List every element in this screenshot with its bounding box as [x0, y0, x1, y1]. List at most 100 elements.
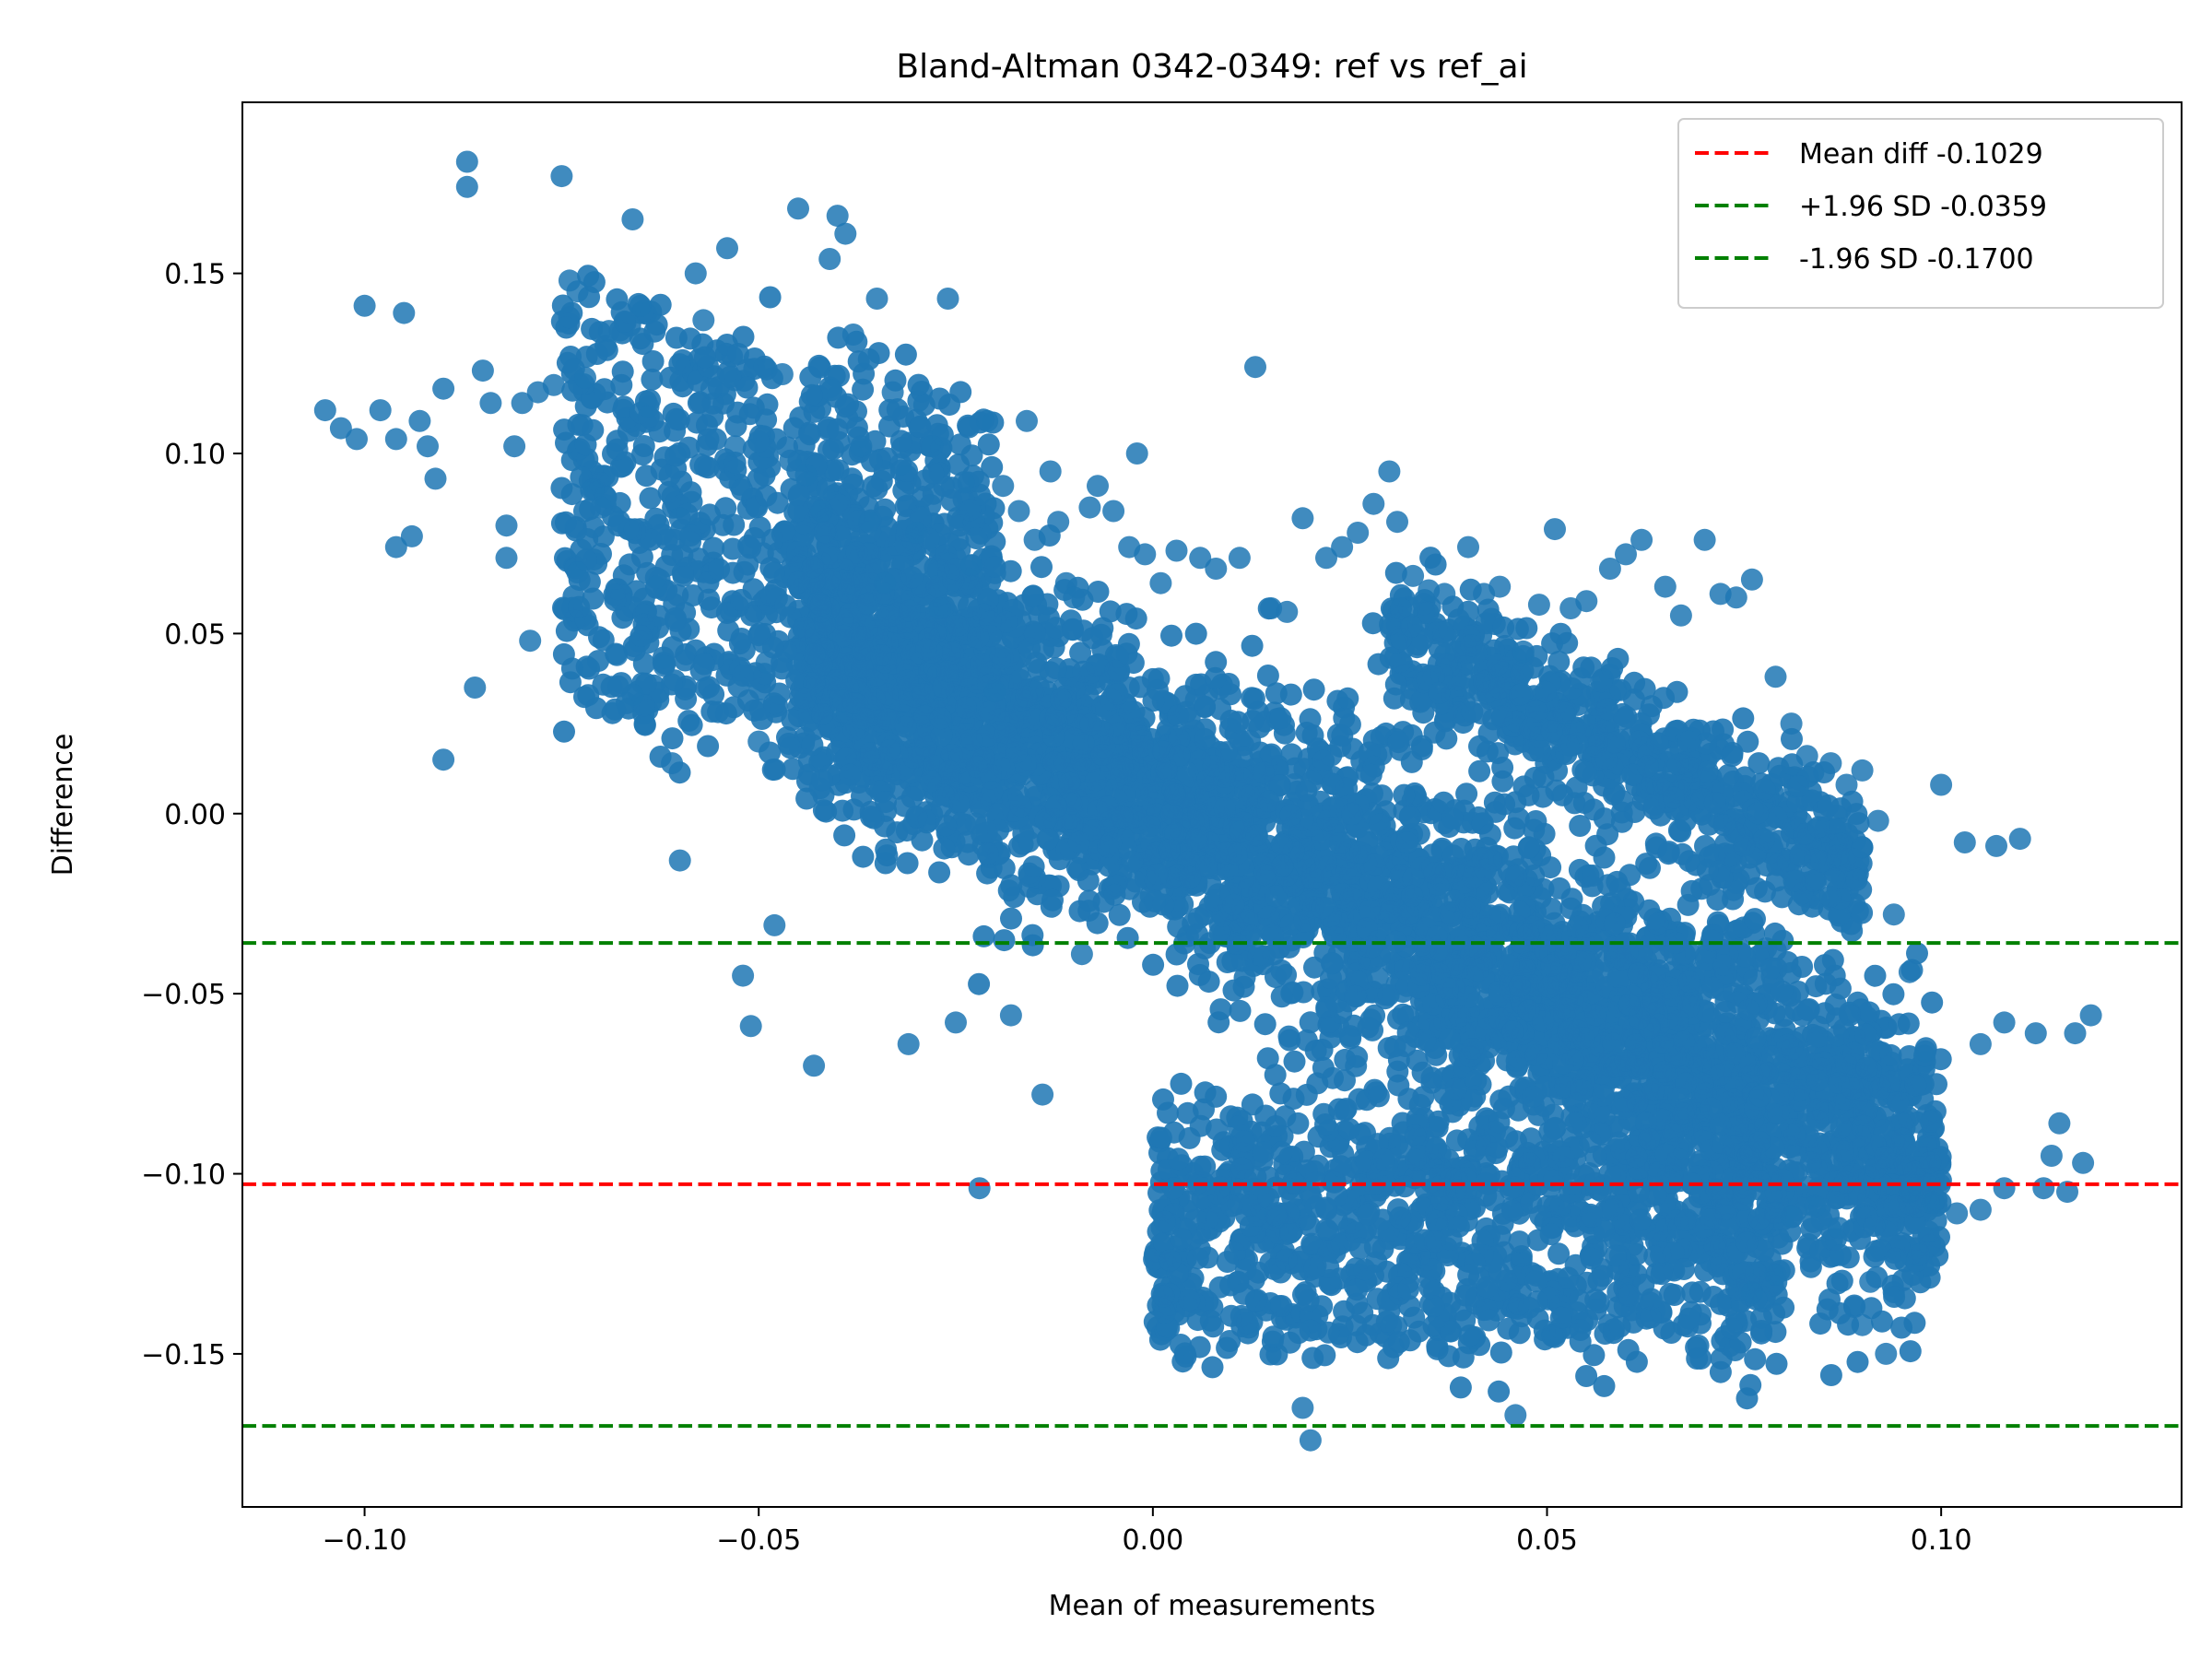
data-point	[900, 566, 924, 589]
data-point	[1468, 759, 1491, 782]
data-point	[635, 465, 658, 488]
data-point	[1044, 795, 1067, 818]
data-point	[1367, 1085, 1390, 1108]
data-point	[553, 720, 575, 743]
data-point	[1213, 797, 1236, 820]
data-point	[997, 879, 1020, 902]
data-point	[666, 583, 689, 606]
data-point	[1393, 783, 1416, 806]
data-point	[1104, 659, 1127, 682]
data-point	[1517, 836, 1540, 859]
data-point	[1805, 975, 1828, 998]
data-point	[798, 423, 821, 446]
data-point	[1158, 839, 1181, 862]
data-point	[1344, 984, 1367, 1007]
data-point	[1242, 688, 1265, 710]
data-point	[1907, 1243, 1930, 1266]
data-point	[1806, 1069, 1829, 1092]
data-point	[1398, 806, 1421, 829]
data-point	[1779, 961, 1802, 984]
data-point	[1214, 841, 1237, 865]
data-point	[1714, 1022, 1737, 1045]
data-point	[968, 972, 991, 995]
data-point	[1241, 634, 1264, 657]
data-point	[1253, 1013, 1277, 1036]
data-point	[955, 696, 977, 719]
data-point	[902, 747, 925, 769]
data-point	[1400, 750, 1423, 773]
data-point	[1680, 879, 1703, 902]
data-point	[1277, 1025, 1300, 1048]
data-point	[553, 418, 576, 441]
data-point	[1553, 997, 1576, 1020]
data-point	[878, 739, 901, 762]
data-point	[1723, 1042, 1746, 1065]
data-point	[1159, 802, 1182, 825]
data-point	[1311, 897, 1334, 920]
data-point	[1077, 869, 1100, 892]
data-point	[774, 594, 797, 617]
data-point	[1448, 1005, 1471, 1028]
data-point	[1142, 953, 1165, 976]
data-point	[1314, 849, 1337, 872]
data-point	[1406, 1049, 1429, 1072]
data-point	[593, 378, 616, 401]
data-point	[1395, 831, 1418, 854]
data-point	[1743, 969, 1765, 992]
data-point	[1322, 795, 1345, 818]
data-point	[558, 306, 581, 329]
data-point	[1058, 771, 1081, 794]
data-point	[1072, 732, 1095, 755]
data-point	[1312, 1056, 1335, 1079]
data-point	[762, 561, 785, 584]
data-point	[1497, 954, 1520, 977]
data-point	[1818, 1288, 1841, 1311]
data-point	[1253, 863, 1276, 886]
data-point	[1436, 977, 1459, 1000]
data-point	[733, 560, 756, 583]
data-point	[585, 343, 608, 365]
data-point	[1673, 1030, 1696, 1053]
data-point	[661, 727, 684, 750]
data-point	[1401, 884, 1424, 907]
data-point	[1245, 824, 1268, 847]
data-point	[1187, 953, 1209, 976]
data-point	[1265, 682, 1288, 705]
data-point	[1894, 1134, 1917, 1156]
data-point	[1441, 807, 1464, 830]
data-point	[577, 684, 600, 707]
data-point	[658, 464, 681, 487]
data-point	[947, 615, 970, 637]
data-point	[1222, 979, 1245, 1002]
data-point	[1772, 1005, 1795, 1028]
data-point	[1906, 942, 1928, 965]
data-point	[1097, 854, 1120, 877]
data-point	[940, 489, 963, 512]
data-point	[1349, 841, 1372, 864]
data-point	[1584, 1004, 1607, 1027]
data-point	[1077, 889, 1100, 912]
data-point	[1044, 657, 1067, 680]
data-point	[1814, 954, 1836, 977]
data-point	[1899, 1340, 1922, 1363]
data-point	[1744, 908, 1766, 931]
data-point	[912, 394, 935, 417]
data-point	[833, 824, 856, 847]
data-point	[1204, 666, 1227, 689]
chart-title: Bland-Altman 0342-0349: ref vs ref_ai	[896, 48, 1527, 86]
data-point	[1627, 962, 1650, 985]
data-point	[1079, 712, 1102, 735]
data-point	[1713, 1000, 1736, 1023]
data-point	[1302, 678, 1325, 701]
data-point	[1831, 1140, 1854, 1163]
data-point	[1874, 1146, 1897, 1169]
data-point	[1269, 707, 1292, 730]
data-point	[1602, 1032, 1625, 1055]
data-point	[1799, 1255, 1822, 1278]
data-point	[1069, 641, 1092, 665]
data-point	[1299, 1011, 1322, 1034]
data-point	[1331, 724, 1354, 747]
data-point	[1603, 912, 1626, 935]
data-point	[1160, 624, 1182, 647]
data-point	[1864, 964, 1887, 987]
